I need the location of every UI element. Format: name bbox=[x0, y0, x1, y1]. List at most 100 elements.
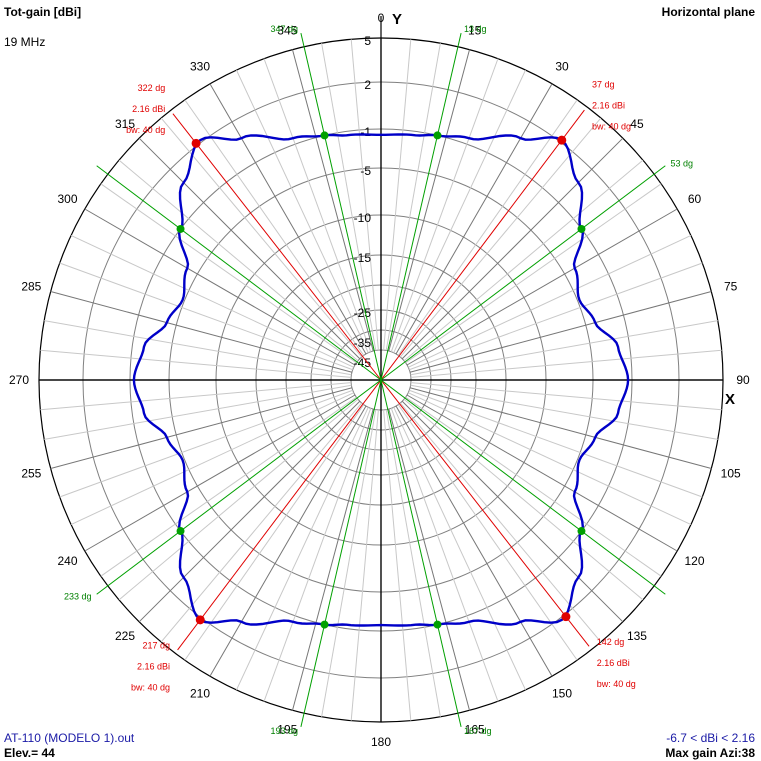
beamwidth-marker bbox=[577, 224, 586, 233]
ring-label: -1 bbox=[360, 125, 371, 139]
lobe-annotation: 2.16 dBi bbox=[132, 104, 165, 114]
gain-pattern-curve bbox=[132, 133, 630, 627]
main-lobe-marker bbox=[195, 615, 205, 625]
radial-line bbox=[160, 117, 363, 358]
beamwidth-marker bbox=[433, 131, 442, 140]
radial-line bbox=[390, 408, 499, 702]
radial-line bbox=[263, 408, 372, 702]
gain-range: -6.7 < dBi < 2.16 bbox=[666, 731, 755, 745]
beamwidth-line bbox=[96, 379, 382, 595]
angle-label: 120 bbox=[684, 554, 704, 568]
radial-line bbox=[160, 402, 363, 643]
beamwidth-line bbox=[380, 379, 666, 595]
lobe-annotation: 37 dg bbox=[592, 79, 615, 89]
y-axis-label: Y bbox=[392, 11, 402, 28]
angle-label: 300 bbox=[57, 192, 77, 206]
radial-line bbox=[395, 405, 553, 677]
beamwidth-line bbox=[380, 33, 462, 381]
beamwidth-annotation: 53 dg bbox=[671, 158, 694, 168]
angle-label: 90 bbox=[736, 373, 750, 387]
angle-label: 45 bbox=[630, 117, 644, 131]
main-lobe-lines bbox=[172, 109, 590, 651]
beamwidth-annotation: 347 dg bbox=[270, 24, 298, 34]
main-lobe-line bbox=[177, 379, 382, 651]
radial-line bbox=[390, 58, 499, 352]
beamwidth-line bbox=[300, 379, 382, 727]
radial-line bbox=[209, 83, 367, 355]
angle-label: 225 bbox=[115, 629, 135, 643]
radial-line bbox=[409, 389, 703, 498]
lobe-annotation: bw: 40 dg bbox=[126, 125, 165, 135]
angle-label: 75 bbox=[724, 279, 738, 293]
beamwidth-line bbox=[300, 33, 382, 381]
lobe-annotations: 37 dg 2.16 dBi bw: 40 dg 142 dg 2.16 dBi bw: … bbox=[64, 24, 693, 736]
beamwidth-annotation: 233 dg bbox=[64, 592, 92, 602]
lobe-annotation: 2.16 dBi bbox=[597, 658, 630, 668]
lobe-annotation: 217 dg bbox=[142, 641, 170, 651]
radial-line bbox=[406, 394, 678, 552]
radial-line bbox=[50, 291, 353, 373]
radial-line bbox=[59, 262, 353, 371]
radial-line bbox=[385, 409, 441, 717]
radial-line bbox=[50, 387, 353, 469]
ring-label: -35 bbox=[354, 336, 372, 350]
angle-label: 210 bbox=[190, 687, 210, 701]
angle-label: 60 bbox=[688, 192, 702, 206]
radial-line bbox=[350, 409, 379, 721]
radial-line bbox=[397, 99, 578, 356]
radial-line bbox=[410, 349, 722, 378]
angle-label: 30 bbox=[555, 59, 569, 73]
radial-line bbox=[399, 402, 602, 643]
main-lobe-marker bbox=[191, 138, 201, 148]
beamwidth-line bbox=[380, 379, 462, 727]
ring-labels: 5 2 -1 -5 -10 -15 -25 -35 -45 bbox=[354, 34, 372, 370]
radial-line bbox=[118, 159, 359, 362]
radial-line bbox=[350, 39, 379, 351]
radial-line bbox=[388, 408, 470, 711]
radial-line bbox=[406, 208, 678, 366]
radial-line bbox=[409, 291, 712, 373]
main-lobe-line bbox=[172, 113, 382, 381]
radial-line bbox=[100, 396, 357, 577]
radial-line bbox=[70, 235, 355, 368]
radial-line bbox=[409, 387, 712, 469]
main-lobe-line bbox=[380, 109, 585, 381]
frequency-label: 19 MHz bbox=[4, 35, 46, 49]
radial-line bbox=[407, 235, 692, 368]
radial-line bbox=[184, 99, 365, 356]
radial-line bbox=[409, 262, 703, 371]
angle-labels: 0153045607590105120135150165180195210225… bbox=[9, 11, 750, 749]
beamwidth-marker bbox=[577, 527, 586, 536]
radial-line bbox=[383, 39, 412, 351]
radial-line bbox=[138, 400, 361, 623]
radial-line bbox=[292, 408, 374, 711]
beamwidth-marker bbox=[320, 131, 329, 140]
plane-label: Horizontal plane bbox=[661, 5, 755, 19]
angle-label: 285 bbox=[21, 279, 41, 293]
radial-line bbox=[70, 392, 355, 525]
beamwidth-annotation: 167 dg bbox=[464, 726, 492, 736]
chart-title: Tot-gain [dBi] bbox=[4, 5, 82, 19]
lobe-annotation: bw: 40 dg bbox=[592, 121, 631, 131]
radial-line bbox=[401, 400, 624, 623]
beamwidth-lines bbox=[96, 33, 666, 727]
radial-line bbox=[401, 137, 624, 360]
radial-line bbox=[292, 49, 374, 352]
angle-label: 315 bbox=[115, 117, 135, 131]
radial-line bbox=[236, 69, 369, 354]
lobe-annotation: 322 dg bbox=[138, 83, 166, 93]
ring-label: -15 bbox=[354, 251, 372, 265]
radial-line bbox=[410, 384, 718, 440]
radial-line bbox=[405, 396, 662, 577]
radial-line bbox=[405, 183, 662, 364]
radial-line bbox=[118, 398, 359, 601]
radial-line bbox=[263, 58, 372, 352]
beamwidth-line bbox=[96, 165, 382, 381]
angle-label: 105 bbox=[721, 467, 741, 481]
radial-line bbox=[395, 83, 553, 355]
radial-lines bbox=[39, 16, 723, 722]
beamwidth-marker bbox=[433, 620, 442, 629]
angle-label: 270 bbox=[9, 373, 29, 387]
main-lobe-marker bbox=[557, 135, 567, 145]
